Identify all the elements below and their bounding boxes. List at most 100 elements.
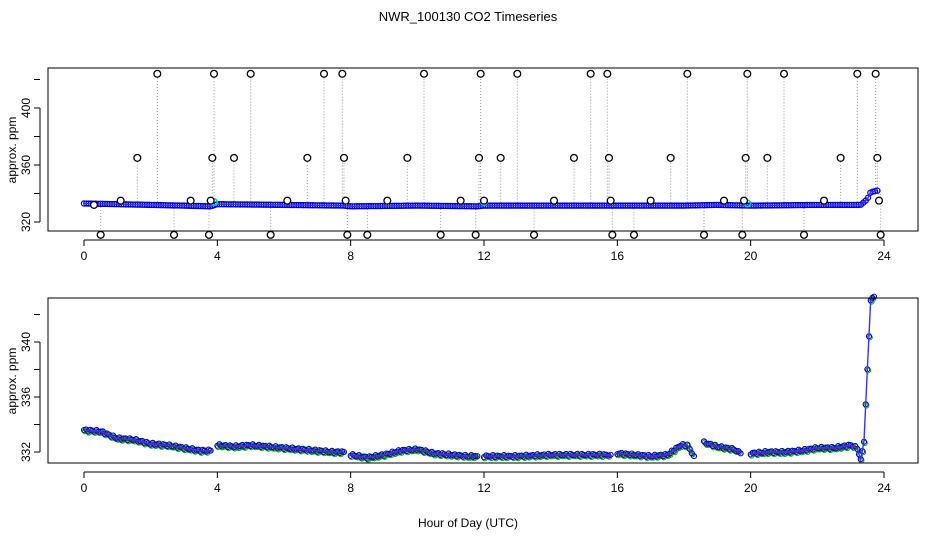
top-outlier-marker [853,69,862,78]
bottom-x-tick-label: 24 [877,481,891,495]
top-outlier-marker [169,230,179,239]
top-outlier-marker [799,230,809,239]
bottom-red-line [350,449,478,459]
bottom-series-line [83,429,211,452]
top-outlier-marker [874,196,884,205]
top-outlier-marker [836,153,845,162]
top-y-tick-label: 320 [19,212,33,232]
bottom-series-line [750,296,875,461]
bottom-x-tick-label: 20 [744,481,758,495]
top-outlier-marker [116,196,125,205]
top-outlier-marker [549,196,559,205]
top-baseline-marker [864,194,872,201]
bottom-x-tick-label: 8 [347,481,354,495]
top-outlier-marker [529,230,539,239]
top-outlier-marker [303,153,312,162]
top-outlier-marker [629,230,639,239]
top-outlier-marker [743,69,752,78]
top-outlier-marker [603,69,612,78]
bottom-panel: 0 4 8 12 16 20 24 332 336 340 approx. ppm [5,293,919,495]
top-outlier-marker [666,153,675,162]
top-outlier-marker [763,153,772,162]
bottom-y-axis-title: approx. ppm [5,348,19,415]
chart-title: NWR_100130 CO2 Timeseries [379,9,558,24]
top-panel: 0 4 8 12 16 20 24 320 360 400 approx. ppm [5,67,919,263]
top-outlier-marker [604,153,614,162]
top-outlier-marker [476,69,485,78]
top-outlier-marker [741,153,750,162]
bottom-red-line [703,442,741,455]
bottom-x-tick-label: 0 [81,481,88,495]
top-outlier-marker [436,230,445,239]
bottom-series-group [80,293,878,464]
top-outlier-marker [646,196,655,205]
bottom-x-tick-label: 16 [611,481,625,495]
top-outlier-marker [266,230,275,239]
x-axis-title: Hour of Day (UTC) [418,516,518,530]
top-outlier-marker [338,69,347,78]
bottom-series-line [217,444,344,453]
top-outlier-marker [719,196,729,205]
top-outlier-marker [608,230,617,239]
top-outlier-marker [819,196,829,205]
top-outlier-marker [738,230,747,239]
top-outlier-marker [383,196,392,205]
top-outlier-marker [363,230,372,239]
top-outlier-marker [471,230,480,239]
top-outlier-marker [606,196,615,205]
top-outlier-marker [779,69,789,78]
top-outlier-marker [569,153,579,162]
bottom-axes: 0 4 8 12 16 20 24 332 336 340 [19,314,891,495]
top-outlier-marker [456,196,465,205]
bottom-blue-marker [854,445,861,452]
top-y-tick-label: 400 [19,98,33,118]
top-outlier-marker [513,69,522,78]
top-outlier-marker [246,69,255,78]
top-outlier-marker [419,69,429,78]
bottom-y-tick-label: 340 [19,332,33,352]
top-outlier-marker [479,196,489,205]
top-x-tick-label: 24 [877,249,891,263]
top-x-tick-label: 20 [744,249,758,263]
top-outlier-marker [474,153,484,162]
top-outlier-marker [699,230,709,239]
top-outlier-marker [341,196,350,205]
top-outlier-marker [873,153,882,162]
top-outlier-marker [496,153,505,162]
bottom-red-line [217,445,344,454]
top-baseline-line [83,189,878,208]
top-x-tick-label: 16 [611,249,625,263]
bottom-blue-marker [733,447,740,454]
top-plot-frame [47,67,919,232]
top-outlier-marker [403,153,412,162]
bottom-series-line [350,448,478,459]
top-y-axis-title: approx. ppm [5,117,19,184]
top-outlier-marker [283,196,292,205]
top-x-tick-label: 0 [81,249,88,263]
top-outlier-marker [209,69,219,78]
bottom-plot-frame [47,297,919,464]
top-outlier-marker [876,230,885,239]
bottom-x-tick-label: 12 [477,481,491,495]
top-axes: 0 4 8 12 16 20 24 320 360 400 [19,79,891,263]
bottom-y-tick-label: 336 [19,387,33,407]
top-outlier-marker [96,230,105,239]
top-outlier-marker [206,196,215,205]
top-outlier-marker [343,230,352,239]
top-series-group [80,69,885,239]
top-x-tick-label: 8 [347,249,354,263]
top-outlier-marker [133,153,142,162]
top-outlier-marker [153,69,162,78]
top-outlier-marker [871,69,880,78]
top-outlier-marker [683,69,692,78]
bottom-y-tick-label: 332 [19,442,33,462]
top-outlier-marker [186,196,195,205]
top-outlier-marker [339,153,349,162]
bottom-series-line [703,441,742,454]
top-y-tick-label: 360 [19,155,33,175]
top-outlier-marker [89,200,99,209]
bottom-red-line [750,297,875,462]
bottom-blue-marker [870,293,878,300]
bottom-series-line [617,444,695,457]
bottom-series-line [484,454,611,457]
